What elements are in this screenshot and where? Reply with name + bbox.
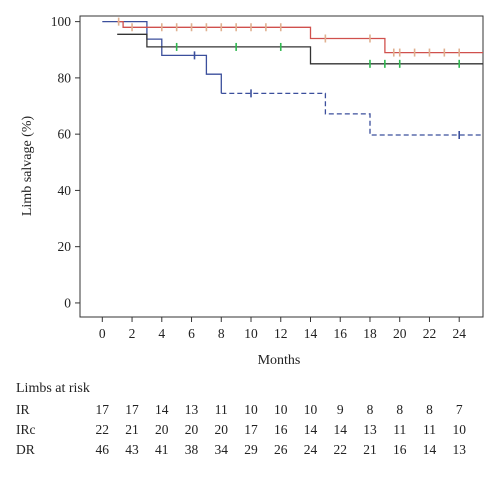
y-tick-label: 0 <box>64 295 71 310</box>
x-tick-label: 10 <box>244 326 258 341</box>
x-tick-label: 20 <box>393 326 407 341</box>
risk-value: 46 <box>96 442 110 457</box>
y-tick-label: 60 <box>58 127 72 142</box>
risk-row-label: IR <box>16 402 30 417</box>
risk-value: 8 <box>367 402 374 417</box>
risk-value: 16 <box>274 422 288 437</box>
risk-value: 14 <box>304 422 318 437</box>
x-tick-label: 12 <box>274 326 288 341</box>
series-0-line-dashed <box>221 92 483 136</box>
y-tick-label: 100 <box>51 14 72 29</box>
series-2-line <box>117 20 483 54</box>
risk-row-label: DR <box>16 442 35 457</box>
series-1-line <box>117 33 483 65</box>
risk-value: 13 <box>185 402 199 417</box>
survival-curves <box>102 17 483 139</box>
risk-value: 17 <box>96 402 110 417</box>
risk-value: 17 <box>244 422 258 437</box>
risk-table: IR 17 17 14 13 11 10 10 10 9 8 8 8 7 IRc 22 21 20 20 20 17 16… <box>16 402 466 457</box>
x-tick-label: 6 <box>188 326 195 341</box>
x-tick-label: 0 <box>99 326 106 341</box>
plot-frame <box>79 15 484 318</box>
x-tick-label: 14 <box>304 326 318 341</box>
risk-value: 8 <box>396 402 403 417</box>
risk-value: 20 <box>155 422 169 437</box>
risk-value: 13 <box>452 442 466 457</box>
risk-value: 21 <box>363 442 377 457</box>
x-tick-label: 2 <box>129 326 136 341</box>
risk-value: 20 <box>185 422 199 437</box>
x-axis-title: Months <box>258 353 301 368</box>
risk-value: 10 <box>304 402 318 417</box>
risk-value: 22 <box>96 422 110 437</box>
risk-value: 9 <box>337 402 344 417</box>
y-tick-label: 80 <box>58 70 72 85</box>
risk-value: 8 <box>426 402 433 417</box>
x-axis: 0 2 4 6 8 10 12 14 16 18 20 22 24 <box>99 317 466 341</box>
x-tick-label: 22 <box>423 326 437 341</box>
risk-value: 20 <box>215 422 229 437</box>
risk-value: 26 <box>274 442 288 457</box>
risk-value: 7 <box>456 402 463 417</box>
x-tick-label: 16 <box>333 326 347 341</box>
risk-value: 13 <box>363 422 377 437</box>
risk-value: 43 <box>125 442 139 457</box>
risk-value: 41 <box>155 442 169 457</box>
risk-value: 21 <box>125 422 139 437</box>
risk-value: 10 <box>274 402 288 417</box>
y-tick-label: 40 <box>58 183 72 198</box>
y-axis-title: Limb salvage (%) <box>20 116 35 217</box>
y-tick-label: 20 <box>58 239 72 254</box>
risk-value: 34 <box>215 442 229 457</box>
risk-value: 14 <box>155 402 169 417</box>
series-0-line <box>102 20 222 94</box>
risk-value: 10 <box>244 402 258 417</box>
risk-value: 22 <box>333 442 347 457</box>
risk-value: 29 <box>244 442 258 457</box>
risk-value: 16 <box>393 442 407 457</box>
risk-table-title: Limbs at risk <box>16 381 90 396</box>
risk-value: 11 <box>215 402 228 417</box>
risk-value: 11 <box>393 422 406 437</box>
risk-value: 24 <box>304 442 318 457</box>
x-tick-label: 4 <box>158 326 165 341</box>
risk-value: 17 <box>125 402 139 417</box>
risk-row-label: IRc <box>16 422 36 437</box>
risk-value: 38 <box>185 442 199 457</box>
x-tick-label: 18 <box>363 326 377 341</box>
risk-value: 10 <box>452 422 466 437</box>
x-tick-label: 8 <box>218 326 225 341</box>
risk-value: 14 <box>423 442 437 457</box>
risk-value: 14 <box>333 422 347 437</box>
y-axis: 0 20 40 60 80 100 <box>51 14 80 310</box>
x-tick-label: 24 <box>452 326 466 341</box>
risk-value: 11 <box>423 422 436 437</box>
